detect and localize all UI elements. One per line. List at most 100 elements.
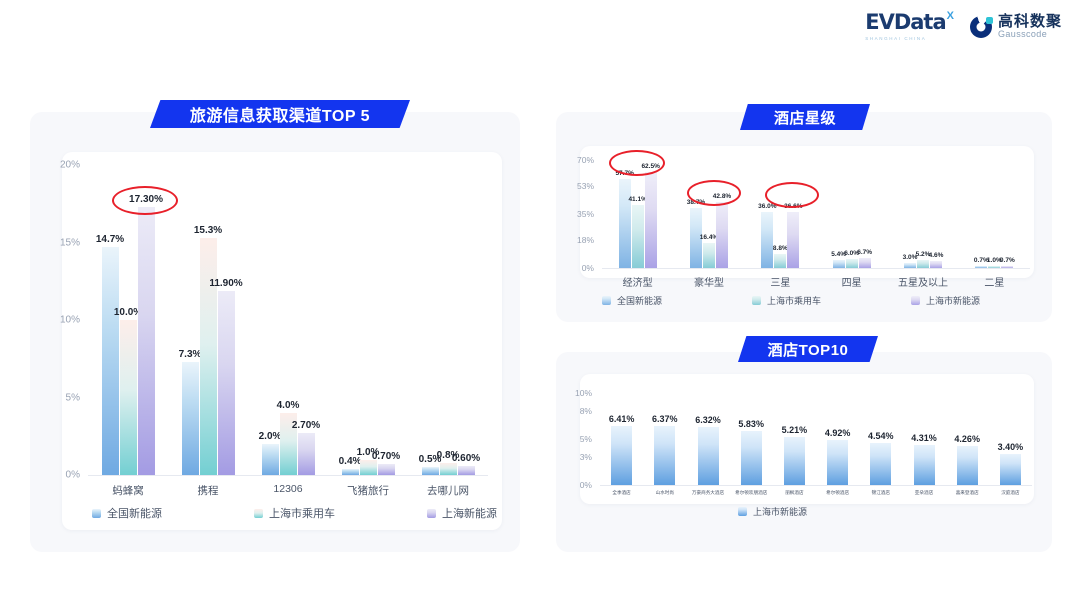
x-axis-label: 飞猪旅行 <box>347 485 389 497</box>
bar-value-label: 1.0% <box>986 257 1002 264</box>
legend-item-1[interactable]: 上海市乘用车 <box>254 505 335 521</box>
x-axis-label: 喜来登酒店 <box>955 490 979 495</box>
bar-stars-4-1: 5.2% <box>916 251 930 268</box>
y-axis-tick: 5% <box>65 392 80 403</box>
bar-stars-1-2: 42.8% <box>713 193 731 268</box>
bar-stars-3-0: 5.4% <box>831 251 846 268</box>
y-axis-tick: 35% <box>576 209 594 219</box>
bar-stars-2-2: 36.6% <box>784 203 803 268</box>
bar-value-label: 10.0% <box>113 307 143 318</box>
bar-value-label: 1.0% <box>356 446 380 458</box>
bar-value-label: 5.2% <box>915 250 931 258</box>
bar-top10-2-0: 6.32% <box>695 415 721 485</box>
evdata-tagline: SHANGHAI CHINA <box>865 36 927 41</box>
bar-stars-5-0: 0.7% <box>974 257 989 268</box>
bar-value-label: 4.92% <box>824 427 851 438</box>
bar-top10-8-0: 4.26% <box>954 434 980 485</box>
bar-value-label: 5.4% <box>831 250 847 258</box>
bar-value-label: 4.31% <box>911 433 937 444</box>
legend-stars: 全国新能源 上海市乘用车 上海市新能源 <box>602 294 980 307</box>
bar-stars-3-1: 6.0% <box>844 250 859 268</box>
legend-item-1[interactable]: 上海市乘用车 <box>752 294 821 307</box>
gausscode-name-cn: 高科数聚 <box>997 12 1062 30</box>
x-axis-baseline <box>602 268 1030 269</box>
bar-value-label: 0.8% <box>436 449 460 461</box>
y-axis-tick: 15% <box>59 237 80 248</box>
x-axis-label: 亚朵酒店 <box>914 490 934 495</box>
legend-item-0[interactable]: 上海市新能源 <box>738 505 807 518</box>
gausscode-logo: 高科数聚 Gausscode <box>969 12 1062 39</box>
bar-value-label: 0.7% <box>999 257 1015 264</box>
x-axis-baseline <box>88 475 488 476</box>
bar-value-label: 2.0% <box>258 431 282 442</box>
gausscode-mark-icon <box>969 15 993 38</box>
x-axis-label: 希尔顿欢朋酒店 <box>735 490 768 495</box>
y-axis-tick: 20% <box>59 159 80 171</box>
bar-top10-3-0: 5.83% <box>738 419 764 485</box>
title-ribbon-top10: 酒店TOP10 <box>738 336 878 362</box>
bar-channels-1-0: 7.3% <box>179 349 201 475</box>
bar-top10-7-0: 4.31% <box>911 433 937 485</box>
gausscode-name-en: Gausscode <box>997 28 1048 39</box>
bar-top10-6-0: 4.54% <box>868 431 894 485</box>
bar-value-label: 0.5% <box>418 454 442 466</box>
bar-top10-4-0: 5.21% <box>782 425 807 485</box>
x-axis-label: 希尔顿酒店 <box>826 490 850 495</box>
bar-channels-3-1: 1.0% <box>357 447 379 475</box>
bar-channels-4-1: 0.8% <box>437 450 459 475</box>
bar-stars-5-1: 1.0% <box>987 257 1002 268</box>
legend-label: 上海市新能源 <box>926 296 981 306</box>
legend-item-2[interactable]: 上海新能源 <box>427 505 497 521</box>
bar-top10-9-0: 3.40% <box>998 442 1023 485</box>
bar-stars-0-2: 62.5% <box>641 163 660 268</box>
legend-top10: 上海市新能源 <box>738 505 807 518</box>
bar-channels-4-2: 0.60% <box>452 453 480 475</box>
bar-stars-3-2: 6.7% <box>857 249 872 268</box>
bar-channels-1-2: 11.90% <box>209 278 243 475</box>
bar-value-label: 36.0% <box>758 203 777 211</box>
bar-value-label: 4.6% <box>928 251 944 259</box>
x-axis-label: 锦江酒店 <box>871 490 890 495</box>
x-axis-baseline <box>600 485 1032 486</box>
bar-value-label: 6.7% <box>857 248 873 256</box>
legend-item-2[interactable]: 上海市新能源 <box>911 294 980 307</box>
legend-label: 上海新能源 <box>442 508 497 520</box>
x-axis-label: 五星及以上 <box>898 278 948 289</box>
y-axis-tick: 18% <box>576 235 594 246</box>
chart-channels: 0% 5% 10% 15% 20% 14.7% 10.0% 17.30% 蚂蜂窝 7.3% 15.3… <box>40 159 510 521</box>
x-axis-label: 二星 <box>984 278 1005 289</box>
x-axis-label: 豪华型 <box>694 278 724 289</box>
x-axis-label: 蚂蜂窝 <box>112 485 144 497</box>
bar-value-label: 4.0% <box>276 400 300 411</box>
y-axis-tick: 0% <box>581 263 594 273</box>
bar-stars-2-0: 36.0% <box>758 203 777 268</box>
title-ribbon-channels: 旅游信息获取渠道TOP 5 <box>150 100 410 128</box>
bar-channels-1-1: 15.3% <box>194 225 222 475</box>
x-axis-label: 山水时尚 <box>655 490 674 495</box>
bar-value-label: 6.32% <box>695 414 721 425</box>
bar-value-label: 11.90% <box>209 277 243 289</box>
legend-item-0[interactable]: 全国新能源 <box>92 505 162 521</box>
y-axis-tick: 10% <box>59 314 80 326</box>
bar-channels-0-2: 17.30% <box>129 194 163 475</box>
bar-stars-0-1: 41.1% <box>628 196 647 268</box>
y-axis-tick: 10% <box>574 388 592 398</box>
bar-value-label: 14.7% <box>95 234 125 246</box>
highlight-ellipse-36-6 <box>765 182 819 208</box>
bar-channels-0-1: 10.0% <box>114 307 142 475</box>
bar-value-label: 0.70% <box>371 451 401 463</box>
x-axis-label: 经济型 <box>622 278 653 289</box>
legend-item-0[interactable]: 全国新能源 <box>602 294 662 307</box>
bar-channels-0-0: 14.7% <box>96 234 124 475</box>
evdata-logo: EVData X SHANGHAI CHINA <box>865 10 954 41</box>
x-axis-label: 12306 <box>273 483 303 495</box>
bar-value-label: 0.60% <box>451 452 481 464</box>
bar-value-label: 7.3% <box>178 348 202 360</box>
x-axis-label: 去哪儿网 <box>427 485 469 497</box>
legend-label: 全国新能源 <box>617 296 663 306</box>
bar-stars-1-1: 16.4% <box>700 234 718 268</box>
bar-value-label: 4.54% <box>868 431 894 442</box>
y-axis-tick: 53% <box>576 181 594 192</box>
legend-label: 上海市乘用车 <box>767 296 822 306</box>
evdata-x-mark: X <box>946 10 954 22</box>
